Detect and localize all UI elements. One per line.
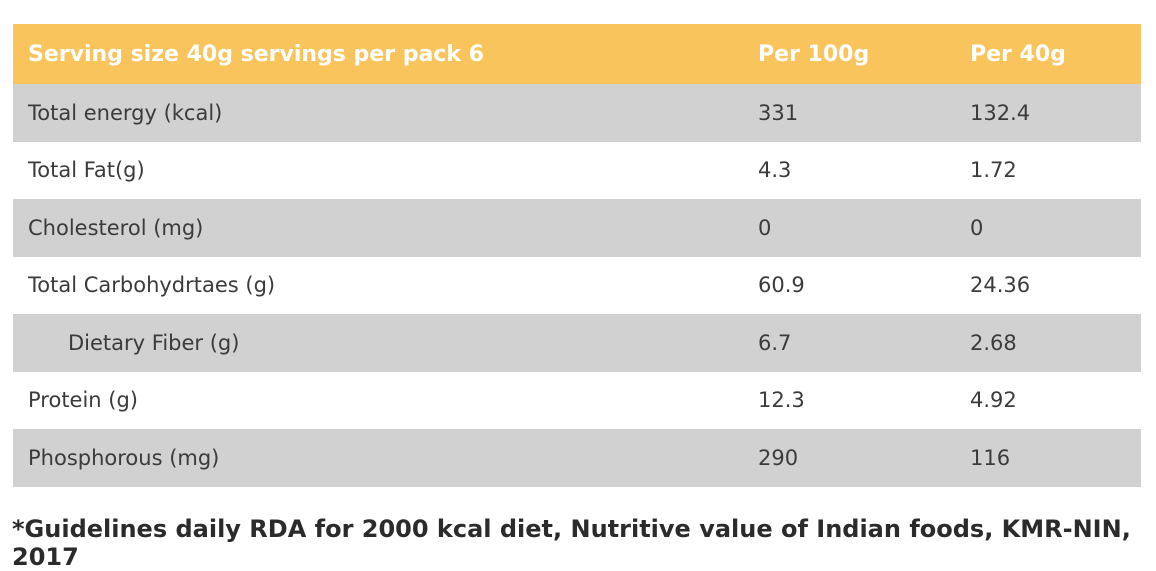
value-per-100g: 0 bbox=[758, 215, 772, 240]
footnote: *Guidelines daily RDA for 2000 kcal diet… bbox=[12, 515, 1131, 571]
value-per-100g: 331 bbox=[758, 100, 799, 125]
row-label: Protein (g) bbox=[28, 388, 139, 413]
value-per-40g: 132.4 bbox=[970, 100, 1031, 125]
table-row: Protein (g) 12.3 4.92 bbox=[13, 371, 1141, 429]
value-per-100g: 4.3 bbox=[758, 158, 792, 183]
header-serving-info: Serving size 40g servings per pack 6 bbox=[28, 41, 484, 67]
value-per-40g: 4.92 bbox=[970, 388, 1017, 413]
table-row: Total Fat(g) 4.3 1.72 bbox=[13, 141, 1141, 199]
value-per-100g: 60.9 bbox=[758, 273, 805, 298]
value-per-100g: 290 bbox=[758, 445, 799, 470]
value-per-40g: 2.68 bbox=[970, 330, 1017, 355]
value-per-40g: 1.72 bbox=[970, 158, 1017, 183]
table-row: Total energy (kcal) 331 132.4 bbox=[13, 84, 1141, 142]
row-label: Total Carbohydrtaes (g) bbox=[28, 273, 276, 298]
value-per-40g: 24.36 bbox=[970, 273, 1031, 298]
value-per-40g: 0 bbox=[970, 215, 984, 240]
row-label: Total Fat(g) bbox=[28, 158, 145, 183]
row-label: Phosphorous (mg) bbox=[28, 445, 220, 470]
header-per-40g: Per 40g bbox=[970, 41, 1066, 67]
table-row: Cholesterol (mg) 0 0 bbox=[13, 199, 1141, 257]
row-label: Dietary Fiber (g) bbox=[68, 330, 240, 355]
row-label: Total energy (kcal) bbox=[28, 100, 223, 125]
table-row: Dietary Fiber (g) 6.7 2.68 bbox=[13, 314, 1141, 372]
header-per-100g: Per 100g bbox=[758, 41, 870, 67]
value-per-100g: 6.7 bbox=[758, 330, 792, 355]
table-row: Phosphorous (mg) 290 116 bbox=[13, 429, 1141, 487]
table-header-row: Serving size 40g servings per pack 6 Per… bbox=[13, 24, 1141, 84]
nutrition-table: Serving size 40g servings per pack 6 Per… bbox=[13, 24, 1141, 487]
table-body: Total energy (kcal) 331 132.4 Total Fat(… bbox=[13, 84, 1141, 487]
value-per-40g: 116 bbox=[970, 445, 1011, 470]
table-row: Total Carbohydrtaes (g) 60.9 24.36 bbox=[13, 256, 1141, 314]
value-per-100g: 12.3 bbox=[758, 388, 805, 413]
row-label: Cholesterol (mg) bbox=[28, 215, 204, 240]
